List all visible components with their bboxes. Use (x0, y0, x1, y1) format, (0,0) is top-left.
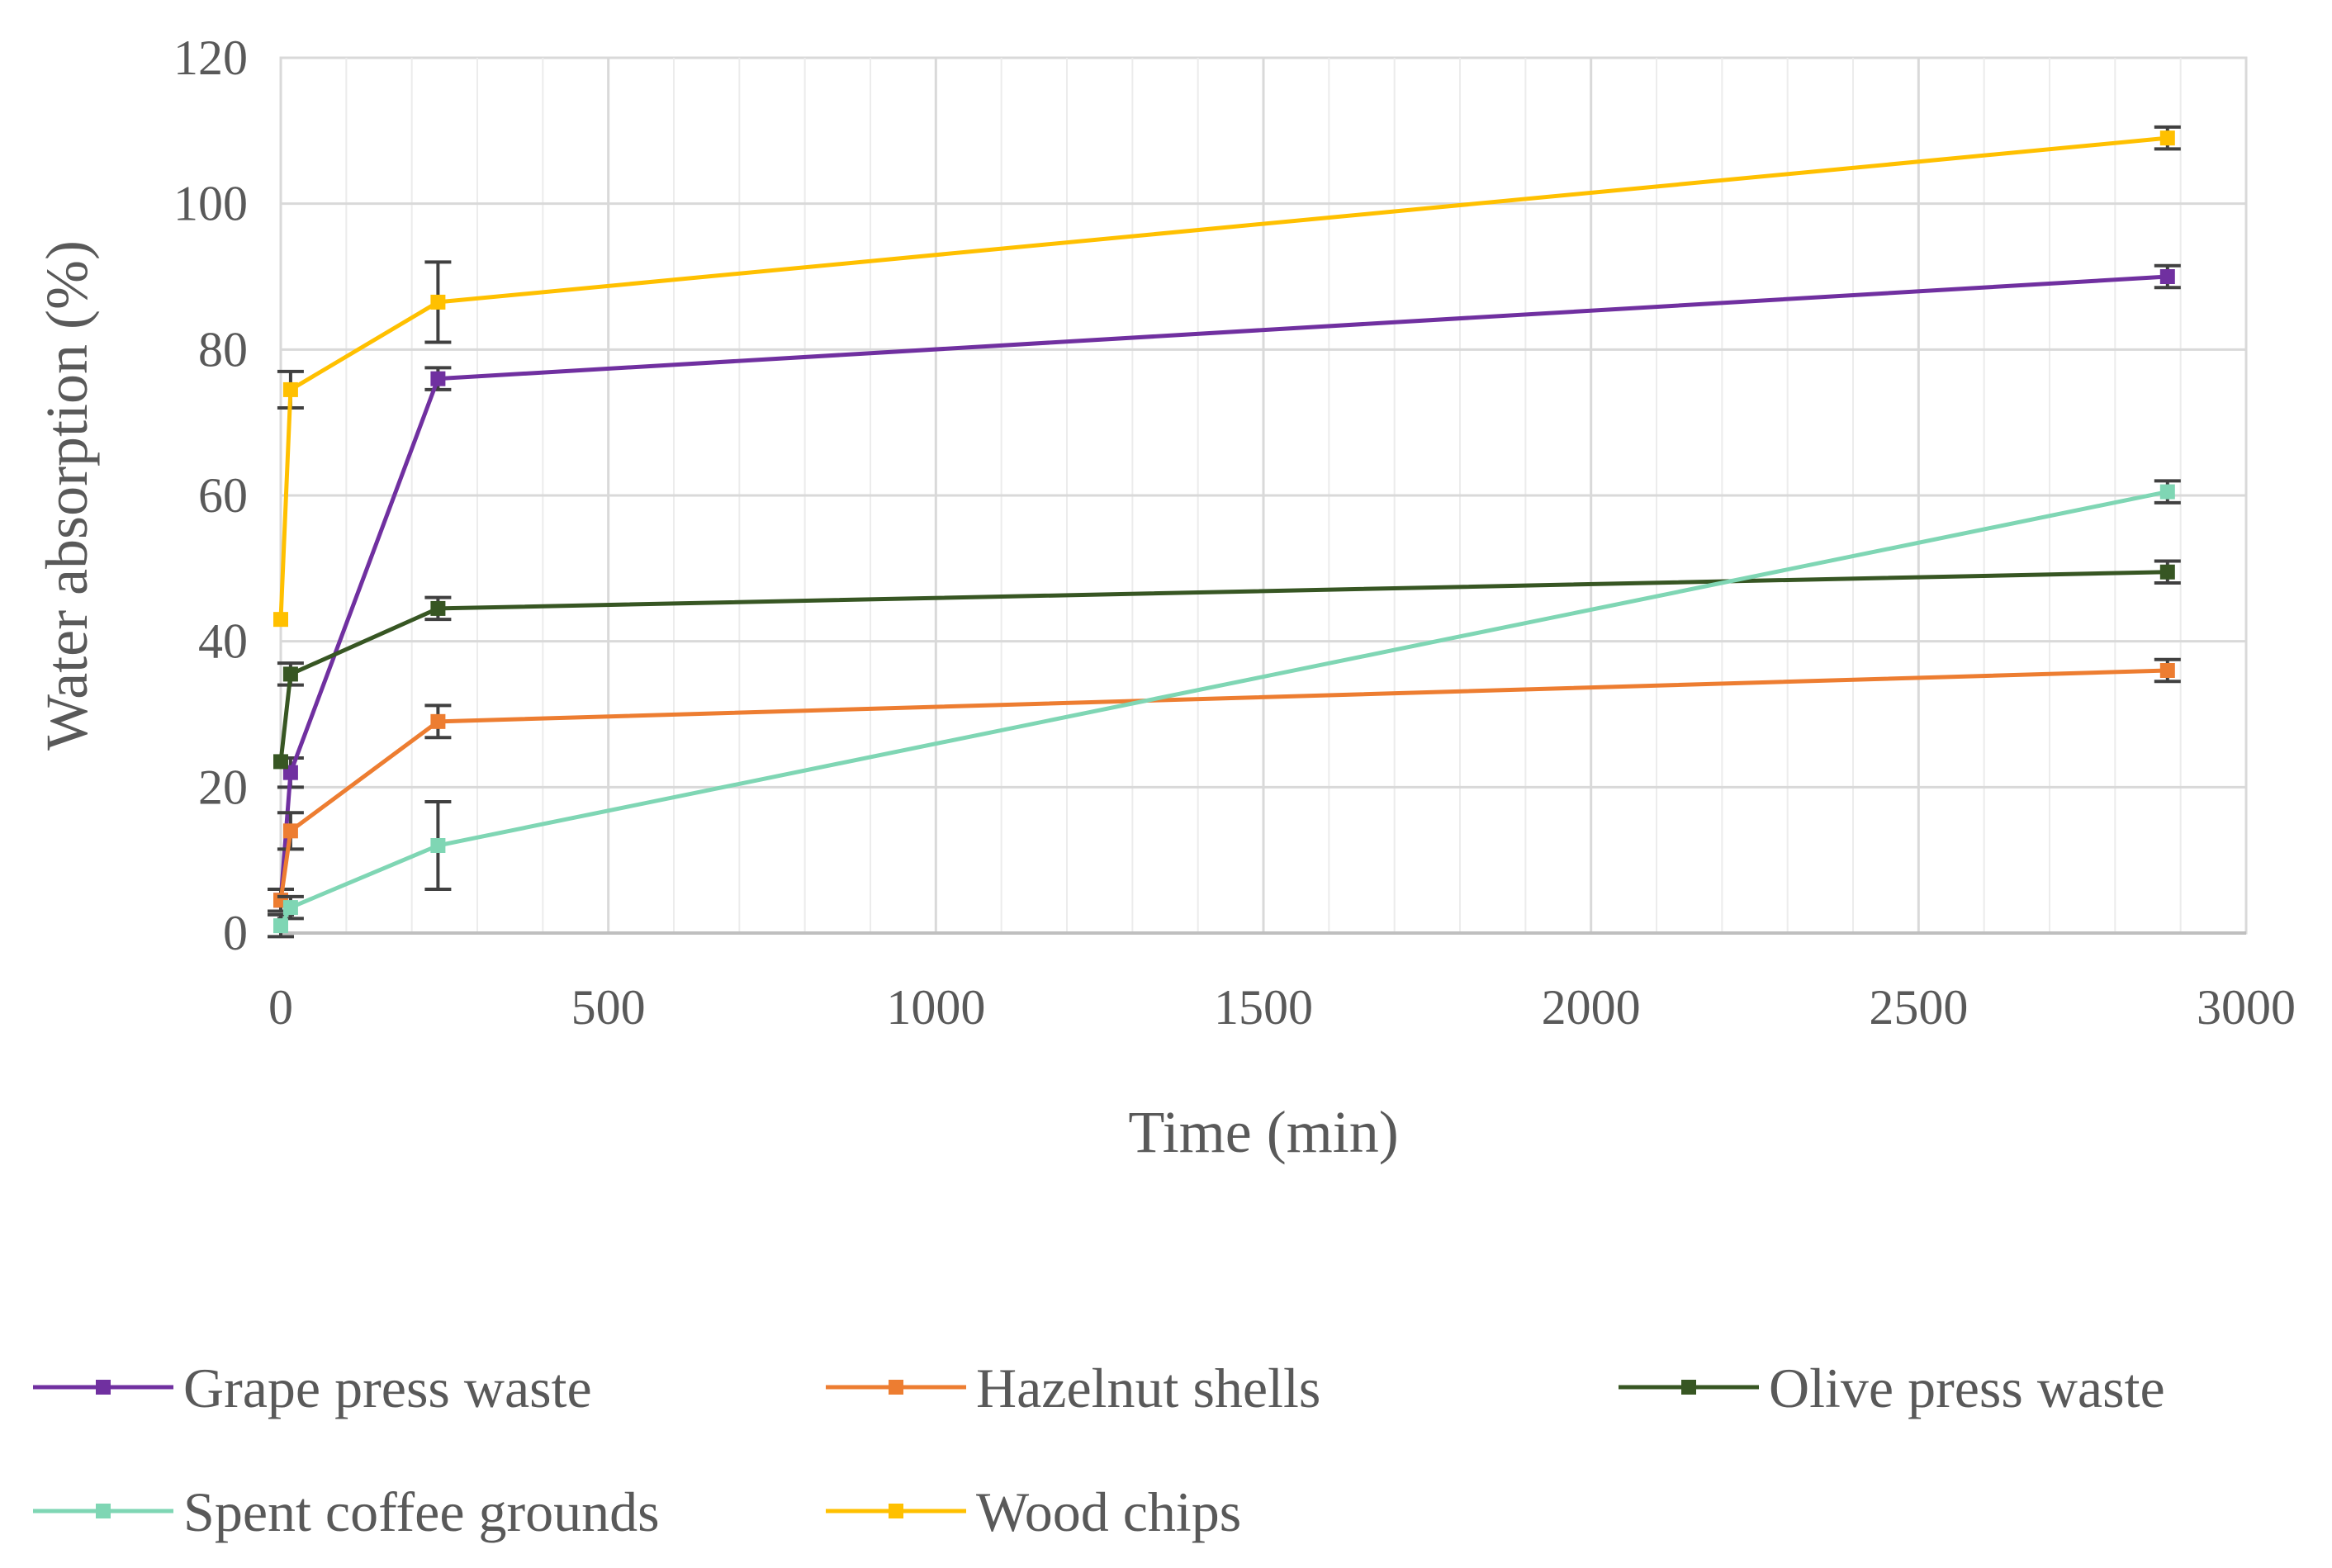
data-point (430, 600, 446, 616)
legend-label: Hazelnut shells (976, 1357, 1320, 1419)
data-point (282, 823, 298, 839)
series-line (278, 570, 2168, 762)
legend-label: Spent coffee grounds (183, 1480, 660, 1543)
x-tick-label: 1000 (886, 980, 985, 1035)
data-point (282, 666, 298, 682)
legend-label: Olive press waste (1769, 1357, 2165, 1419)
data-series (268, 125, 2181, 939)
data-point (430, 371, 446, 386)
legend-swatch-marker (1681, 1380, 1696, 1395)
series-wood-chips (273, 125, 2181, 628)
series-olive-press-waste (273, 559, 2181, 770)
data-point (2159, 130, 2175, 146)
x-tick-labels: 0 500 1000 1500 2000 2500 3000 (268, 980, 2296, 1035)
series-line (278, 668, 2168, 901)
x-tick-label: 2000 (1542, 980, 1641, 1035)
x-axis-title: Time (min) (1128, 1099, 1398, 1165)
data-point (273, 754, 288, 770)
data-point (2159, 484, 2175, 500)
y-tick-label: 100 (173, 177, 248, 231)
data-point (282, 381, 298, 397)
legend-item-wood-chips: Wood chips (826, 1480, 1241, 1543)
data-point (273, 612, 288, 628)
x-tick-label: 1500 (1214, 980, 1313, 1035)
x-tick-label: 3000 (2197, 980, 2296, 1035)
series-spent-coffee-grounds (268, 479, 2181, 939)
legend-item-olive-press-waste: Olive press waste (1619, 1357, 2165, 1419)
legend-swatch-marker (96, 1380, 111, 1395)
y-axis-title: Water absorption (%) (34, 240, 100, 751)
x-tick-label: 500 (571, 980, 646, 1035)
y-tick-label: 0 (223, 906, 248, 960)
x-tick-label: 0 (268, 980, 293, 1035)
legend-item-spent-coffee-grounds: Spent coffee grounds (33, 1480, 660, 1543)
major-gridlines (281, 58, 2246, 933)
legend-swatch-marker (96, 1504, 111, 1518)
legend-item-hazelnut-shells: Hazelnut shells (826, 1357, 1320, 1419)
legend-item-grape-press-waste: Grape press waste (33, 1357, 592, 1419)
data-point (430, 713, 446, 729)
y-tick-label: 120 (173, 31, 248, 85)
data-point (273, 918, 288, 934)
data-point (430, 838, 446, 853)
x-tick-label: 2500 (1869, 980, 1968, 1035)
legend-swatch-marker (889, 1380, 903, 1395)
data-point (2159, 663, 2175, 678)
data-point (282, 900, 298, 916)
series-line (278, 135, 2168, 620)
y-tick-labels: 0 20 40 60 80 100 120 (173, 31, 248, 960)
data-point (2159, 564, 2175, 580)
y-tick-label: 60 (198, 468, 248, 523)
data-point (430, 294, 446, 310)
y-tick-label: 20 (198, 760, 248, 814)
legend-label: Grape press waste (183, 1357, 592, 1419)
series-line (278, 490, 2168, 927)
y-tick-label: 80 (198, 322, 248, 377)
legend: Grape press waste Hazelnut shells Olive pr… (33, 1357, 2165, 1543)
data-point (2159, 269, 2175, 284)
legend-swatch-marker (889, 1504, 903, 1518)
y-tick-label: 40 (198, 614, 248, 669)
legend-label: Wood chips (976, 1480, 1241, 1543)
